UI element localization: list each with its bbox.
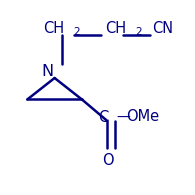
Text: OMe: OMe	[126, 109, 159, 123]
Text: CH: CH	[105, 21, 126, 36]
Text: 2: 2	[136, 27, 142, 37]
Text: CH: CH	[43, 21, 64, 36]
Text: —: —	[116, 111, 130, 125]
Text: 2: 2	[73, 27, 80, 37]
Text: N: N	[42, 64, 54, 79]
Text: O: O	[102, 153, 114, 168]
Text: C: C	[98, 111, 109, 125]
Text: CN: CN	[152, 21, 173, 36]
